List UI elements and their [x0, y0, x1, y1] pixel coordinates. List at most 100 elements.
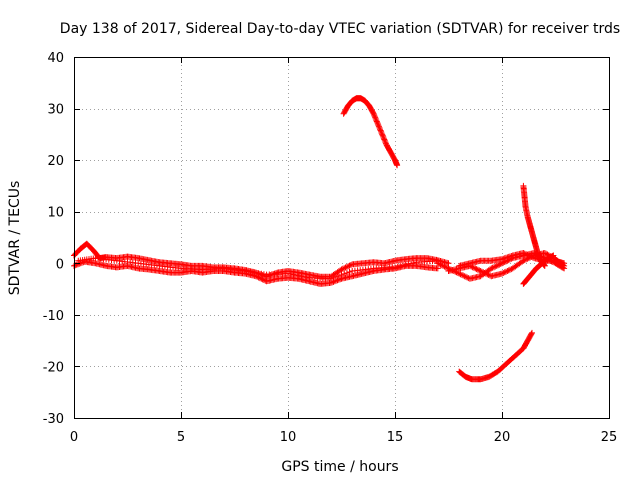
- data-point: [402, 261, 409, 268]
- data-point: [489, 264, 496, 271]
- data-point: [473, 266, 480, 273]
- data-point: [339, 265, 346, 272]
- data-point: [343, 263, 350, 270]
- grid: [74, 57, 609, 418]
- data-point: [333, 273, 340, 280]
- data-point: [405, 261, 412, 268]
- data-point: [392, 264, 398, 271]
- y-axis-label: SDTVAR / TECUs: [7, 181, 23, 296]
- data-point: [327, 275, 334, 282]
- data-point: [341, 265, 348, 272]
- data-point: [293, 272, 299, 279]
- data-point: [481, 270, 488, 276]
- data-point: [527, 253, 534, 260]
- data-point: [528, 330, 535, 337]
- data-point: [461, 273, 468, 280]
- data-point: [477, 268, 484, 274]
- data-point: [380, 133, 387, 140]
- data-point: [528, 253, 535, 260]
- data-point: [456, 270, 463, 277]
- data-point: [375, 123, 382, 130]
- data-point: [345, 263, 352, 270]
- data-point: [529, 254, 536, 261]
- data-point: [523, 251, 530, 258]
- data-point: [341, 270, 348, 277]
- data-point: [507, 266, 513, 273]
- y-tick-label: 10: [47, 206, 64, 221]
- x-tick-label: 5: [177, 430, 185, 445]
- data-point: [478, 268, 485, 275]
- data-point: [504, 268, 511, 274]
- data-point: [499, 270, 505, 277]
- data-point: [491, 264, 497, 271]
- series-arc-high: [340, 95, 401, 169]
- data-point: [496, 261, 503, 268]
- data-point: [476, 267, 483, 274]
- data-point: [338, 266, 345, 273]
- x-tick-label: 10: [280, 430, 297, 445]
- y-tick-label: -20: [43, 360, 64, 375]
- data-point: [346, 262, 353, 269]
- data-point: [256, 275, 263, 282]
- data-point: [457, 271, 464, 278]
- data-point: [445, 260, 452, 267]
- y-tick-label: -30: [43, 412, 64, 427]
- data-point: [550, 252, 557, 259]
- series-arc-rise-right: [520, 252, 557, 287]
- data-point: [493, 262, 500, 269]
- data-point: [397, 263, 404, 270]
- data-point: [501, 269, 508, 276]
- data-point: [372, 115, 379, 122]
- data-point: [444, 264, 451, 271]
- data-point: [462, 273, 469, 280]
- data-point: [492, 263, 499, 270]
- data-point: [495, 262, 501, 269]
- data-point: [525, 252, 532, 259]
- data-point: [338, 271, 345, 278]
- y-tick-label: 20: [47, 154, 64, 169]
- data-point: [503, 268, 509, 275]
- x-tick-label: 15: [387, 430, 404, 445]
- data-point: [258, 275, 265, 282]
- data-point: [482, 270, 489, 277]
- data-point: [474, 266, 481, 273]
- data-point: [523, 256, 530, 263]
- data-point: [561, 260, 568, 267]
- series-arc-low: [456, 329, 535, 383]
- data-point: [485, 271, 492, 278]
- data-point: [347, 262, 354, 268]
- y-tick-label: -10: [43, 309, 64, 324]
- data-point: [343, 270, 350, 276]
- data-point: [521, 250, 528, 257]
- data-point: [500, 270, 507, 276]
- x-tick-label: 20: [494, 430, 511, 445]
- data-point: [437, 261, 444, 268]
- data-point: [438, 262, 445, 269]
- data-point: [464, 274, 471, 281]
- data-point: [335, 272, 342, 279]
- data-point: [330, 274, 337, 281]
- data-point: [434, 265, 441, 272]
- data-point: [400, 262, 406, 269]
- chart-title: Day 138 of 2017, Sidereal Day-to-day VTE…: [60, 21, 620, 37]
- data-series: [71, 95, 568, 383]
- data-point: [472, 265, 479, 272]
- y-tick-label: 0: [56, 257, 64, 272]
- data-point: [260, 277, 267, 283]
- series-arc-main-middle: [75, 255, 441, 282]
- plot-frame: [74, 57, 610, 419]
- data-point: [480, 269, 487, 276]
- data-point: [259, 276, 266, 283]
- x-tick-label: 0: [70, 430, 78, 445]
- axis-ticks: 0 5 10 15 20 25 -30 -20 -10 0 10 20 30 40: [43, 51, 618, 445]
- data-point: [408, 260, 415, 267]
- y-tick-label: 40: [47, 51, 64, 66]
- data-point: [520, 257, 527, 264]
- data-point: [434, 260, 441, 267]
- data-point: [436, 260, 443, 267]
- y-tick-label: 30: [47, 103, 64, 118]
- data-point: [484, 271, 491, 278]
- x-tick-label: 25: [601, 430, 618, 445]
